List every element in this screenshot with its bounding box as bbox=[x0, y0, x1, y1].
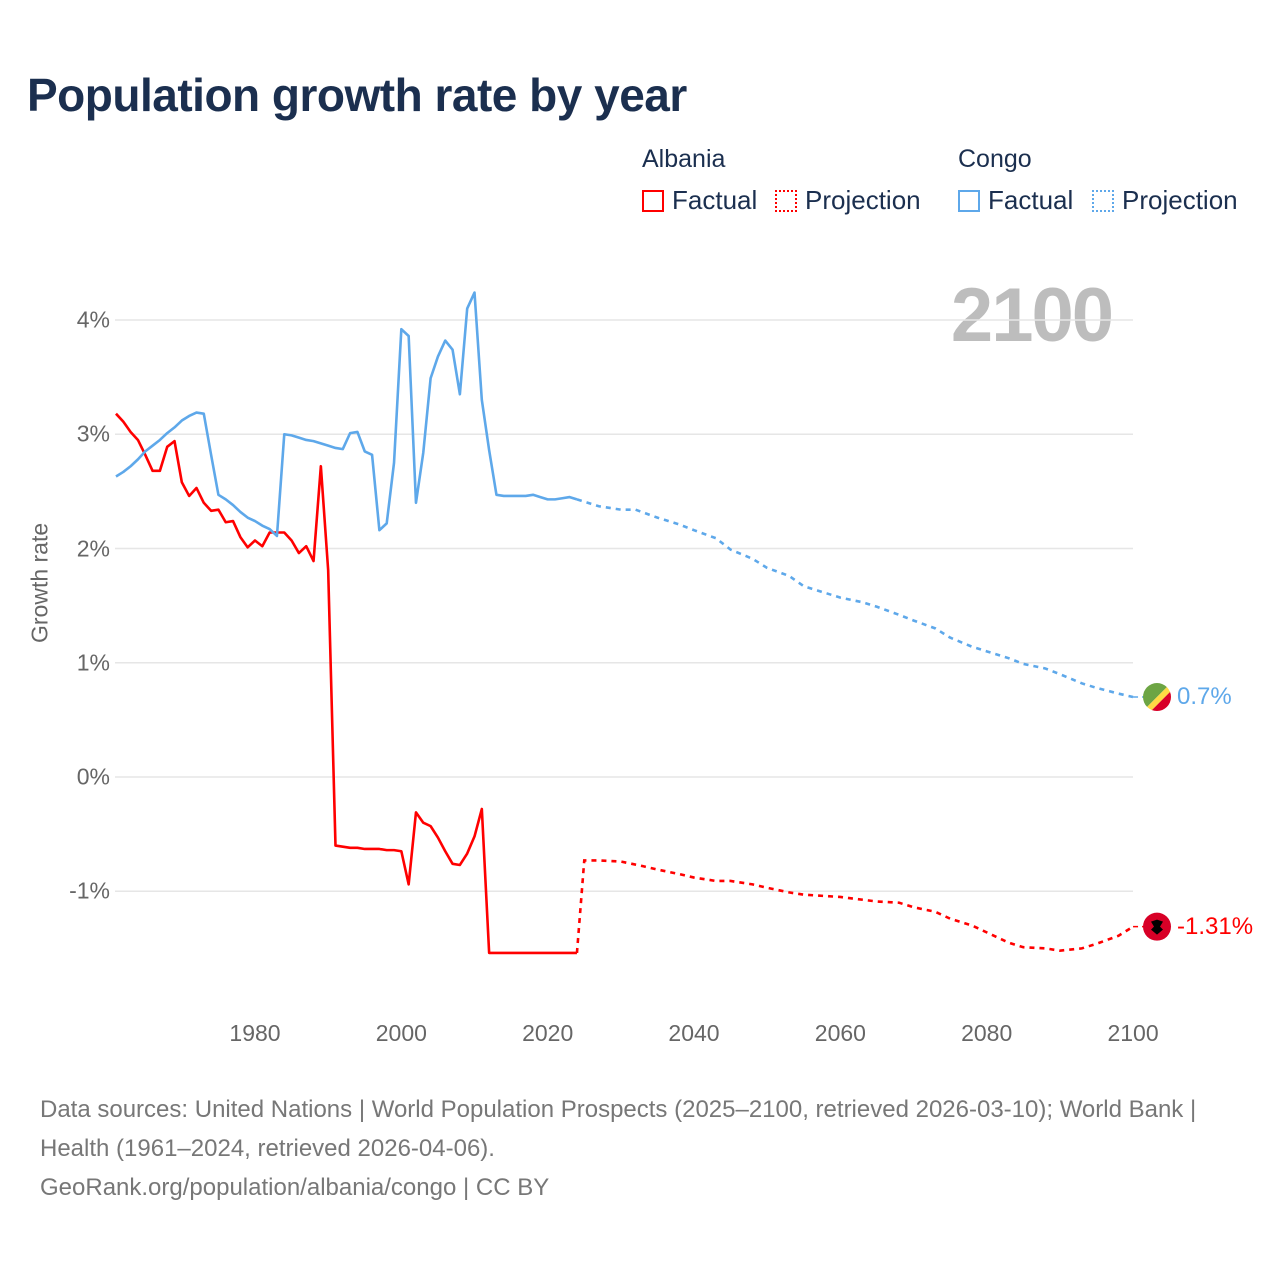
y-tick-label: -1% bbox=[69, 877, 110, 904]
legend-group-congo: Congo bbox=[958, 145, 1032, 173]
x-tick-label: 2020 bbox=[522, 1020, 574, 1046]
footer: Data sources: United Nations | World Pop… bbox=[40, 1090, 1230, 1207]
legend-swatch-solid bbox=[958, 189, 980, 212]
y-tick-label: 1% bbox=[76, 649, 110, 676]
legend-congo-factual[interactable]: Factual bbox=[958, 185, 1073, 216]
congo-flag-icon bbox=[1143, 683, 1171, 712]
end-label-albania: -1.31% bbox=[1177, 912, 1254, 940]
series-congo-projection-line bbox=[576, 498, 1134, 699]
end-label-congo: 0.7% bbox=[1177, 683, 1232, 711]
data-sources: Data sources: United Nations | World Pop… bbox=[40, 1096, 1197, 1162]
legend-label: Factual bbox=[672, 185, 758, 215]
legend-swatch-solid bbox=[642, 189, 664, 212]
legend-albania-factual[interactable]: Factual bbox=[642, 185, 757, 216]
legend-albania-projection[interactable]: Projection bbox=[775, 185, 921, 216]
x-tick-label: 2080 bbox=[961, 1020, 1013, 1046]
series-congo-factual-line bbox=[115, 291, 578, 538]
current-year-display: 2100 bbox=[950, 273, 1114, 358]
credit-link[interactable]: GeoRank.org/population/albania/congo | C… bbox=[40, 1174, 550, 1201]
legend-swatch-dotted bbox=[775, 189, 797, 212]
x-tick-label: 2000 bbox=[375, 1020, 427, 1046]
series-albania-projection-line bbox=[575, 859, 1134, 954]
legend-congo-projection[interactable]: Projection bbox=[1092, 185, 1238, 216]
y-tick-label: 2% bbox=[76, 535, 110, 561]
series-albania-factual-line bbox=[115, 412, 577, 955]
y-tick-label: 3% bbox=[76, 420, 110, 447]
legend-swatch-dotted bbox=[1092, 189, 1114, 212]
chart-title: Population growth rate by year bbox=[27, 69, 687, 121]
legend-label: Projection bbox=[1122, 185, 1238, 215]
x-tick-label: 2100 bbox=[1107, 1020, 1159, 1046]
legend-group-albania: Albania bbox=[642, 145, 726, 173]
x-tick-label: 2040 bbox=[668, 1020, 720, 1046]
x-tick-label: 1980 bbox=[229, 1020, 281, 1046]
legend-label: Factual bbox=[988, 185, 1074, 215]
legend-label: Projection bbox=[805, 185, 921, 215]
eagle-icon bbox=[1151, 919, 1163, 935]
y-tick-label: 0% bbox=[76, 763, 110, 790]
y-tick-label: 4% bbox=[76, 306, 110, 333]
x-tick-label: 2060 bbox=[814, 1020, 866, 1046]
